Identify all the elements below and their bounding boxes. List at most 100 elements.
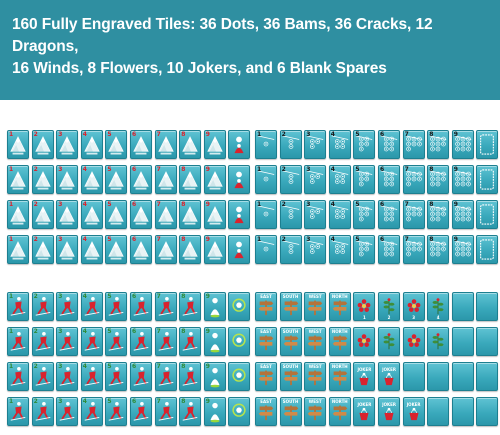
red-skier-dragon-icon <box>234 171 244 189</box>
tile-number: 8 <box>429 236 434 243</box>
crack-tile: 9 <box>203 235 226 264</box>
signpost-icon <box>258 300 274 316</box>
mountain-icon <box>34 241 51 260</box>
mountain-icon <box>207 136 223 155</box>
tile-number: 1 <box>9 131 14 138</box>
crack-tile: 4 <box>80 235 103 264</box>
tile-number: 2 <box>33 363 38 370</box>
mountain-icon <box>84 206 100 225</box>
tile-label: 1 <box>362 315 366 320</box>
tile-number: 5 <box>107 398 112 405</box>
tile-number: 9 <box>205 398 210 405</box>
skier-icon <box>59 296 75 316</box>
mountain-icon <box>34 136 51 155</box>
crack-tile: 8 <box>179 235 202 264</box>
ski-lift-icon <box>257 170 275 182</box>
dot-tile: 7 <box>402 165 425 194</box>
tile-number: 7 <box>404 166 409 173</box>
crack-tile: 9 <box>203 200 226 229</box>
tile-number: 2 <box>33 328 38 335</box>
tile-label: SOUTH <box>282 329 299 334</box>
mountain-icon <box>182 171 198 190</box>
bam-tile: 4 <box>80 327 103 356</box>
ski-lift-icon <box>257 205 275 217</box>
green-ring-dragon-icon <box>232 298 247 312</box>
product-banner: 160 Fully Engraved Tiles: 36 Dots, 36 Ba… <box>0 0 500 100</box>
skier-icon <box>10 331 26 351</box>
mountain-icon <box>108 241 125 260</box>
crack-tile: 1 <box>7 200 29 229</box>
mountain-icon <box>133 171 149 190</box>
ski-lift-icon <box>380 170 398 187</box>
mountain-icon <box>84 171 100 190</box>
dot-tile: 3 <box>304 235 327 264</box>
flower-icon <box>383 298 395 315</box>
tile-number: 7 <box>156 236 161 243</box>
blank-spare-tile <box>451 292 474 321</box>
skier-icon <box>84 331 100 351</box>
tile-number: 5 <box>107 293 112 300</box>
skier-icon <box>158 331 173 351</box>
tile-number: 7 <box>156 201 161 208</box>
joker-icon <box>384 407 394 421</box>
wind-tile: SOUTH <box>279 397 302 426</box>
tile-number: 3 <box>58 398 63 405</box>
tile-number: 2 <box>281 201 286 208</box>
red-skier-dragon-icon <box>234 136 244 154</box>
skier-icon <box>109 401 124 421</box>
tile-label: JOKER <box>382 367 396 372</box>
ski-lift-icon <box>356 170 373 187</box>
skier-icon <box>133 331 149 351</box>
tile-number: 3 <box>306 201 311 208</box>
tile-number: 5 <box>107 166 112 173</box>
flower-icon <box>383 333 395 350</box>
tile-number: 2 <box>33 201 38 208</box>
skier-icon <box>182 401 198 421</box>
ski-lift-icon <box>454 135 472 152</box>
skier-icon <box>84 366 100 386</box>
mountain-icon <box>34 206 51 225</box>
tile-number: 8 <box>181 166 186 173</box>
tile-number: 5 <box>355 131 360 138</box>
tile-number: 7 <box>156 328 161 335</box>
ski-lift-icon <box>282 170 299 184</box>
signpost-icon <box>258 370 274 386</box>
mountain-icon <box>10 241 26 260</box>
dot-tile: 8 <box>427 130 450 159</box>
tile-number: 9 <box>205 363 210 370</box>
tile-label: NORTH <box>331 329 348 334</box>
tile-number: 4 <box>82 236 87 243</box>
tile-number: 1 <box>9 363 14 370</box>
ski-lift-icon <box>306 170 324 184</box>
bam-tile: 9 <box>203 397 226 426</box>
skier-icon <box>210 367 220 388</box>
flower-icon <box>358 299 371 312</box>
dot-tile: 3 <box>304 200 327 229</box>
tile-number: 3 <box>58 328 63 335</box>
tile-number: 3 <box>58 201 63 208</box>
crack-tile: 2 <box>31 235 54 264</box>
mountain-icon <box>10 206 26 225</box>
crack-tile: 3 <box>56 130 79 159</box>
ski-lift-icon <box>306 135 324 149</box>
tile-number: 6 <box>380 201 385 208</box>
dot-tile: 8 <box>427 200 450 229</box>
crack-tile: 6 <box>130 130 152 159</box>
crack-tile: 9 <box>203 130 226 159</box>
skier-icon <box>109 331 124 351</box>
tile-label: 3 <box>412 315 415 320</box>
skier-icon <box>35 401 50 421</box>
wind-tile: NORTH <box>328 397 351 426</box>
tile-number: 1 <box>257 201 262 208</box>
mountain-icon <box>157 136 174 155</box>
crack-tile: 2 <box>31 200 54 229</box>
bam-tile: 5 <box>105 327 128 356</box>
green-dragon-tile <box>228 397 251 426</box>
wind-tile: WEST <box>304 327 327 356</box>
tile-number: 1 <box>257 236 262 243</box>
skier-icon <box>109 366 124 386</box>
signpost-icon <box>283 370 298 386</box>
signpost-icon <box>258 405 274 421</box>
signpost-icon <box>283 405 298 421</box>
mountain-icon <box>108 206 125 225</box>
